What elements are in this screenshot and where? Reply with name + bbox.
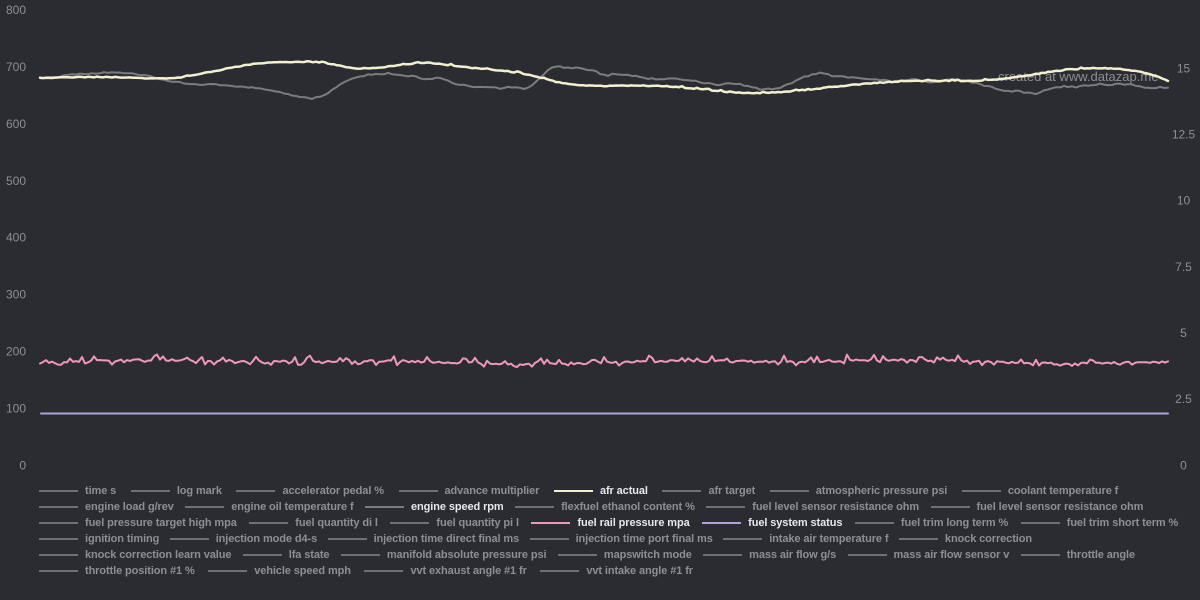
svg-text:700: 700 (6, 60, 26, 74)
svg-text:7.5: 7.5 (1175, 260, 1192, 274)
svg-text:10: 10 (1177, 194, 1191, 208)
svg-text:0: 0 (19, 458, 26, 472)
svg-text:200: 200 (6, 345, 26, 359)
svg-text:400: 400 (6, 231, 26, 245)
svg-text:5: 5 (1180, 326, 1187, 340)
svg-text:15: 15 (1177, 61, 1191, 75)
svg-text:600: 600 (6, 117, 26, 131)
svg-text:500: 500 (6, 174, 26, 188)
svg-text:300: 300 (6, 288, 26, 302)
svg-text:12.5: 12.5 (1172, 127, 1196, 141)
svg-text:2.5: 2.5 (1175, 392, 1192, 406)
svg-text:0: 0 (1180, 458, 1187, 472)
svg-text:800: 800 (6, 3, 26, 17)
svg-text:100: 100 (6, 401, 26, 415)
